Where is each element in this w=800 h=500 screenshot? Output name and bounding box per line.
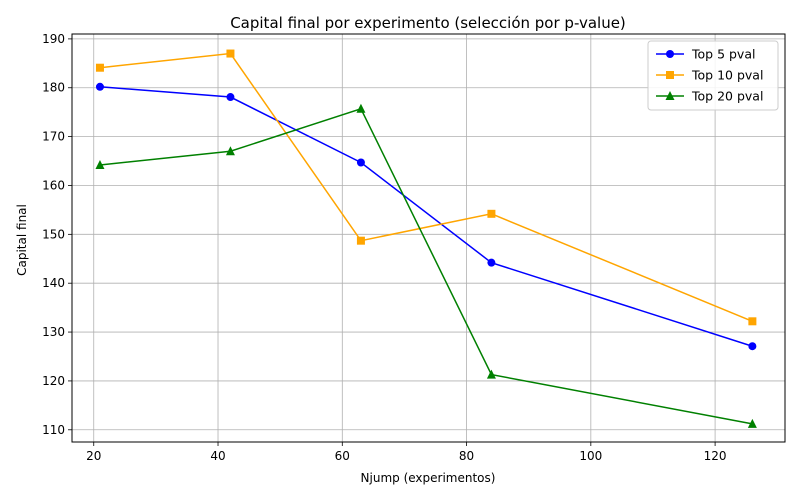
data-point: [95, 159, 105, 169]
data-point: [747, 418, 757, 428]
legend-label: Top 5 pval: [691, 47, 755, 62]
y-tick-label: 130: [42, 325, 65, 339]
data-point: [356, 103, 366, 113]
series-1: [95, 82, 757, 351]
y-tick-label: 190: [42, 32, 65, 46]
data-point: [748, 342, 757, 351]
y-tick-label: 180: [42, 81, 65, 95]
x-tick-label: 80: [459, 449, 474, 463]
legend-marker: [666, 50, 674, 58]
y-axis-label: Capital final: [15, 204, 29, 276]
x-tick-label: 40: [210, 449, 225, 463]
series-2: [95, 49, 757, 326]
y-tick-label: 160: [42, 178, 65, 192]
data-point: [226, 49, 235, 58]
legend-item: Top 5 pval: [656, 47, 755, 62]
x-tick-label: 120: [704, 449, 727, 463]
data-point: [225, 146, 235, 156]
data-point: [356, 158, 365, 167]
x-axis-ticks: 20 40 60 80 100 120: [86, 442, 727, 463]
data-point: [226, 93, 235, 102]
legend-item: Top 20 pval: [656, 89, 763, 104]
data-point: [356, 236, 365, 245]
x-tick-label: 100: [579, 449, 602, 463]
legend-item: Top 10 pval: [656, 68, 763, 83]
legend: Top 5 pval Top 10 pval Top 20 pval: [647, 40, 779, 111]
data-point: [486, 369, 496, 379]
plot-frame: [71, 33, 786, 443]
legend-marker: [665, 91, 675, 100]
data-point: [487, 209, 496, 218]
y-tick-label: 140: [42, 276, 65, 290]
legend-label: Top 20 pval: [691, 89, 763, 104]
legend-box: [647, 40, 779, 111]
series-line: [99, 86, 753, 347]
data-point: [487, 258, 496, 267]
y-axis-ticks: 110 120 130 140 150 160 170 180 190: [42, 32, 72, 437]
y-tick-label: 110: [42, 423, 65, 437]
data-point: [95, 82, 104, 91]
data-point: [748, 317, 757, 326]
series-3: [95, 103, 757, 428]
x-tick-label: 60: [335, 449, 350, 463]
series-line: [99, 107, 753, 425]
y-tick-label: 170: [42, 130, 65, 144]
y-tick-label: 120: [42, 374, 65, 388]
legend-marker: [666, 71, 674, 79]
x-tick-label: 20: [86, 449, 101, 463]
series-group: [95, 49, 757, 428]
legend-label: Top 10 pval: [691, 68, 763, 83]
chart-title: Capital final por experimento (selección…: [230, 14, 626, 32]
x-axis-label: Njump (experimentos): [361, 471, 496, 485]
y-tick-label: 150: [42, 227, 65, 241]
data-point: [95, 63, 104, 72]
